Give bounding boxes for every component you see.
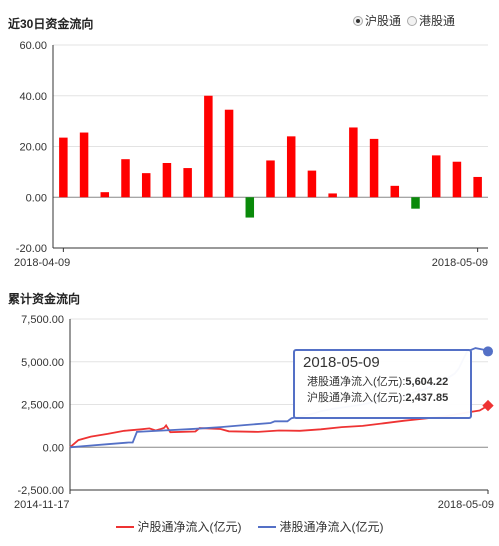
legend-item-sh[interactable]: 沪股通净流入(亿元) [115, 518, 242, 535]
chart2-x-tick-label: 2014-11-17 [14, 499, 69, 511]
chart2-x-tick-label: 2018-05-09 [438, 499, 494, 511]
chart2-y-tick-label: 0.00 [43, 442, 64, 454]
chart2-y-tick-label: 7,500.00 [21, 314, 64, 326]
chart1-bar [224, 109, 234, 198]
legend-label-sh: 沪股通净流入(亿元) [137, 520, 242, 534]
chart1-bar [79, 132, 89, 198]
chart2-y-tick-label: 5,000.00 [21, 357, 64, 369]
tooltip-row-hk: 港股通净流入(亿元):5,604.22 [303, 374, 462, 390]
chart2-legend: 沪股通净流入(亿元) 港股通净流入(亿元) [0, 518, 499, 535]
legend-swatch-sh [115, 525, 134, 528]
chart1-y-tick-label: 60.00 [19, 40, 47, 52]
chart2-end-marker-sh [482, 399, 494, 412]
chart1-bar [266, 160, 275, 198]
legend-label-hk: 港股通净流入(亿元) [279, 520, 384, 534]
radio-shanghai-label: 沪股通 [364, 14, 401, 28]
chart1-bar [100, 192, 110, 198]
chart1-bar [390, 185, 400, 198]
tooltip-date: 2018-05-09 [303, 354, 380, 371]
chart1-bar [183, 168, 192, 198]
chart1-bar [473, 176, 482, 198]
legend-item-hk[interactable]: 港股通净流入(亿元) [257, 518, 384, 535]
chart1-bar [59, 137, 68, 198]
chart1-y-tick-label: 20.00 [19, 142, 47, 154]
radio-hk-label: 港股通 [418, 14, 455, 28]
chart-tooltip: 2018-05-09 港股通净流入(亿元):5,604.22 沪股通净流入(亿元… [293, 349, 472, 419]
chart1-y-tick-label: 0.00 [26, 192, 47, 204]
chart1-bar [245, 197, 255, 218]
chart1-x-tick-label: 2018-05-09 [432, 257, 488, 269]
daily-flow-bar-chart: 60.00 40.00 20.00 0.00 -20.00 2018-04-09 2018-… [14, 40, 488, 269]
chart2-title: 累计资金流向 [8, 292, 81, 306]
radio-hk-connect[interactable]: 港股通 [406, 12, 455, 29]
chart1-x-tick-label: 2018-04-09 [14, 257, 70, 269]
chart2-y-tick-label: 2,500.00 [21, 400, 64, 412]
tooltip-sh-value: 2,437.85 [405, 392, 449, 404]
chart2-series-line-sh [69, 404, 489, 448]
chart1-bar [121, 159, 130, 198]
tooltip-row-sh: 沪股通净流入(亿元):2,437.85 [303, 390, 462, 406]
chart1-bar [141, 173, 151, 198]
chart1-y-tick-label: -20.00 [16, 243, 47, 255]
chart1-bar [286, 136, 296, 198]
chart1-bar [162, 162, 172, 198]
tooltip-sh-label: 沪股通净流入(亿元): [307, 392, 406, 404]
chart1-title: 近30日资金流向 [8, 17, 94, 31]
chart1-bar [452, 161, 462, 198]
chart1-bar [411, 197, 420, 209]
tooltip-hk-label: 港股通净流入(亿元): [307, 376, 406, 388]
chart1-bar [328, 193, 337, 198]
chart1-bar [369, 138, 379, 198]
radio-checked-icon[interactable] [352, 15, 363, 26]
chart1-bar [431, 155, 441, 198]
chart2-y-tick-label: -2,500.00 [18, 485, 64, 497]
chart1-bar [349, 127, 358, 198]
legend-swatch-hk [257, 525, 276, 528]
chart2-end-marker-hk [483, 346, 493, 357]
chart1-bar [307, 170, 317, 198]
chart1-y-tick-label: 40.00 [19, 91, 47, 103]
chart1-bar [204, 95, 213, 198]
market-radio-group: 沪股通 港股通 [352, 12, 455, 29]
tooltip-hk-value: 5,604.22 [405, 376, 449, 388]
radio-unchecked-icon[interactable] [406, 15, 417, 26]
radio-shanghai-connect[interactable]: 沪股通 [352, 12, 401, 29]
